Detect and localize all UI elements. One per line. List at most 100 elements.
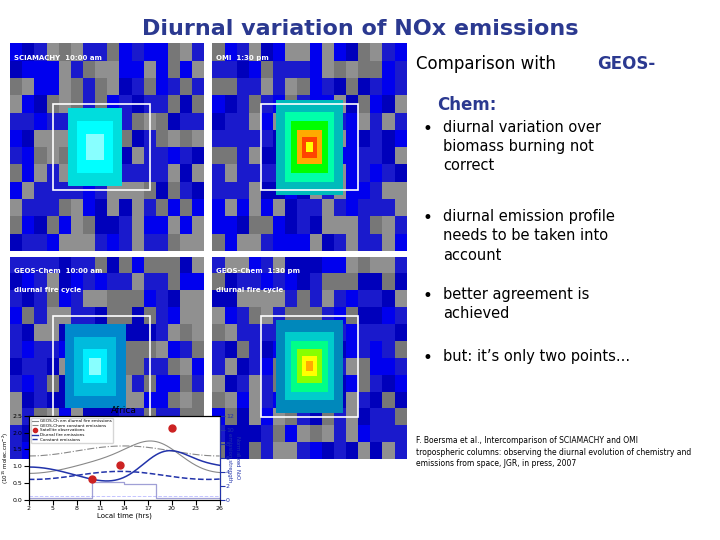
Bar	[22, 357, 35, 375]
Bar	[35, 324, 47, 341]
Text: GEOS-: GEOS-	[597, 55, 655, 73]
Bar	[370, 112, 382, 130]
Bar	[156, 442, 168, 459]
Bar	[35, 256, 47, 273]
Bar	[192, 408, 204, 426]
Bar	[273, 199, 285, 217]
Bar	[212, 307, 225, 324]
Bar	[71, 182, 83, 199]
Bar	[382, 147, 395, 165]
Bar	[83, 130, 95, 147]
Text: 36: 36	[696, 517, 711, 530]
Bar	[59, 130, 71, 147]
Bar	[59, 375, 71, 392]
Bar	[346, 130, 358, 147]
Bar	[180, 256, 192, 273]
Bar	[35, 375, 47, 392]
Bar	[83, 199, 95, 217]
Bar	[95, 234, 107, 251]
Bar	[285, 291, 297, 307]
Bar	[95, 324, 107, 341]
Bar	[212, 324, 225, 341]
Bar	[47, 324, 59, 341]
Bar	[22, 43, 35, 60]
Bar	[180, 130, 192, 147]
Bar	[132, 78, 144, 95]
Bar	[322, 324, 334, 341]
Bar	[346, 442, 358, 459]
Bar	[144, 199, 156, 217]
Bar	[322, 291, 334, 307]
Bar	[297, 130, 322, 165]
Bar	[261, 315, 359, 417]
Bar	[346, 112, 358, 130]
Bar	[212, 426, 225, 442]
Bar	[35, 408, 47, 426]
Bar	[74, 336, 117, 396]
Bar	[71, 256, 83, 273]
Bar	[107, 165, 120, 182]
Bar	[83, 426, 95, 442]
Bar	[346, 165, 358, 182]
Bar	[225, 182, 237, 199]
Bar	[71, 324, 83, 341]
Bar	[10, 234, 22, 251]
Bar	[192, 307, 204, 324]
Bar	[47, 130, 59, 147]
Bar	[322, 95, 334, 112]
Bar	[120, 147, 132, 165]
Bar	[297, 408, 310, 426]
Bar	[382, 392, 395, 408]
Bar	[59, 357, 71, 375]
Bar	[59, 112, 71, 130]
Bar	[59, 43, 71, 60]
Bar	[297, 426, 310, 442]
Bar	[346, 291, 358, 307]
Bar	[120, 234, 132, 251]
Bar	[346, 43, 358, 60]
Bar	[297, 324, 310, 341]
Bar	[212, 112, 225, 130]
Bar	[107, 341, 120, 357]
Bar	[156, 256, 168, 273]
Bar	[95, 60, 107, 78]
Bar	[95, 392, 107, 408]
Bar	[382, 324, 395, 341]
Bar	[35, 199, 47, 217]
Bar	[310, 43, 322, 60]
Bar	[71, 165, 83, 182]
Bar	[47, 182, 59, 199]
Bar	[285, 182, 297, 199]
Bar	[120, 307, 132, 324]
Bar	[144, 234, 156, 251]
Bar	[285, 333, 334, 400]
Bar	[395, 375, 407, 392]
Bar	[249, 147, 261, 165]
Bar	[273, 291, 285, 307]
Bar	[59, 78, 71, 95]
Bar	[71, 426, 83, 442]
Bar	[382, 182, 395, 199]
Bar	[370, 43, 382, 60]
Bar	[237, 324, 249, 341]
Bar	[83, 357, 95, 375]
Bar	[322, 199, 334, 217]
Bar	[358, 217, 370, 234]
Bar	[370, 147, 382, 165]
Bar	[156, 130, 168, 147]
Bar	[22, 199, 35, 217]
Bar	[237, 165, 249, 182]
Bar	[334, 43, 346, 60]
Bar	[334, 408, 346, 426]
Bar	[144, 324, 156, 341]
Bar	[71, 234, 83, 251]
Bar	[47, 408, 59, 426]
Bar	[10, 408, 22, 426]
Bar	[297, 147, 310, 165]
Bar	[261, 442, 273, 459]
Bar	[297, 234, 310, 251]
Bar	[59, 217, 71, 234]
Bar	[322, 392, 334, 408]
Bar	[120, 426, 132, 442]
Bar	[225, 408, 237, 426]
